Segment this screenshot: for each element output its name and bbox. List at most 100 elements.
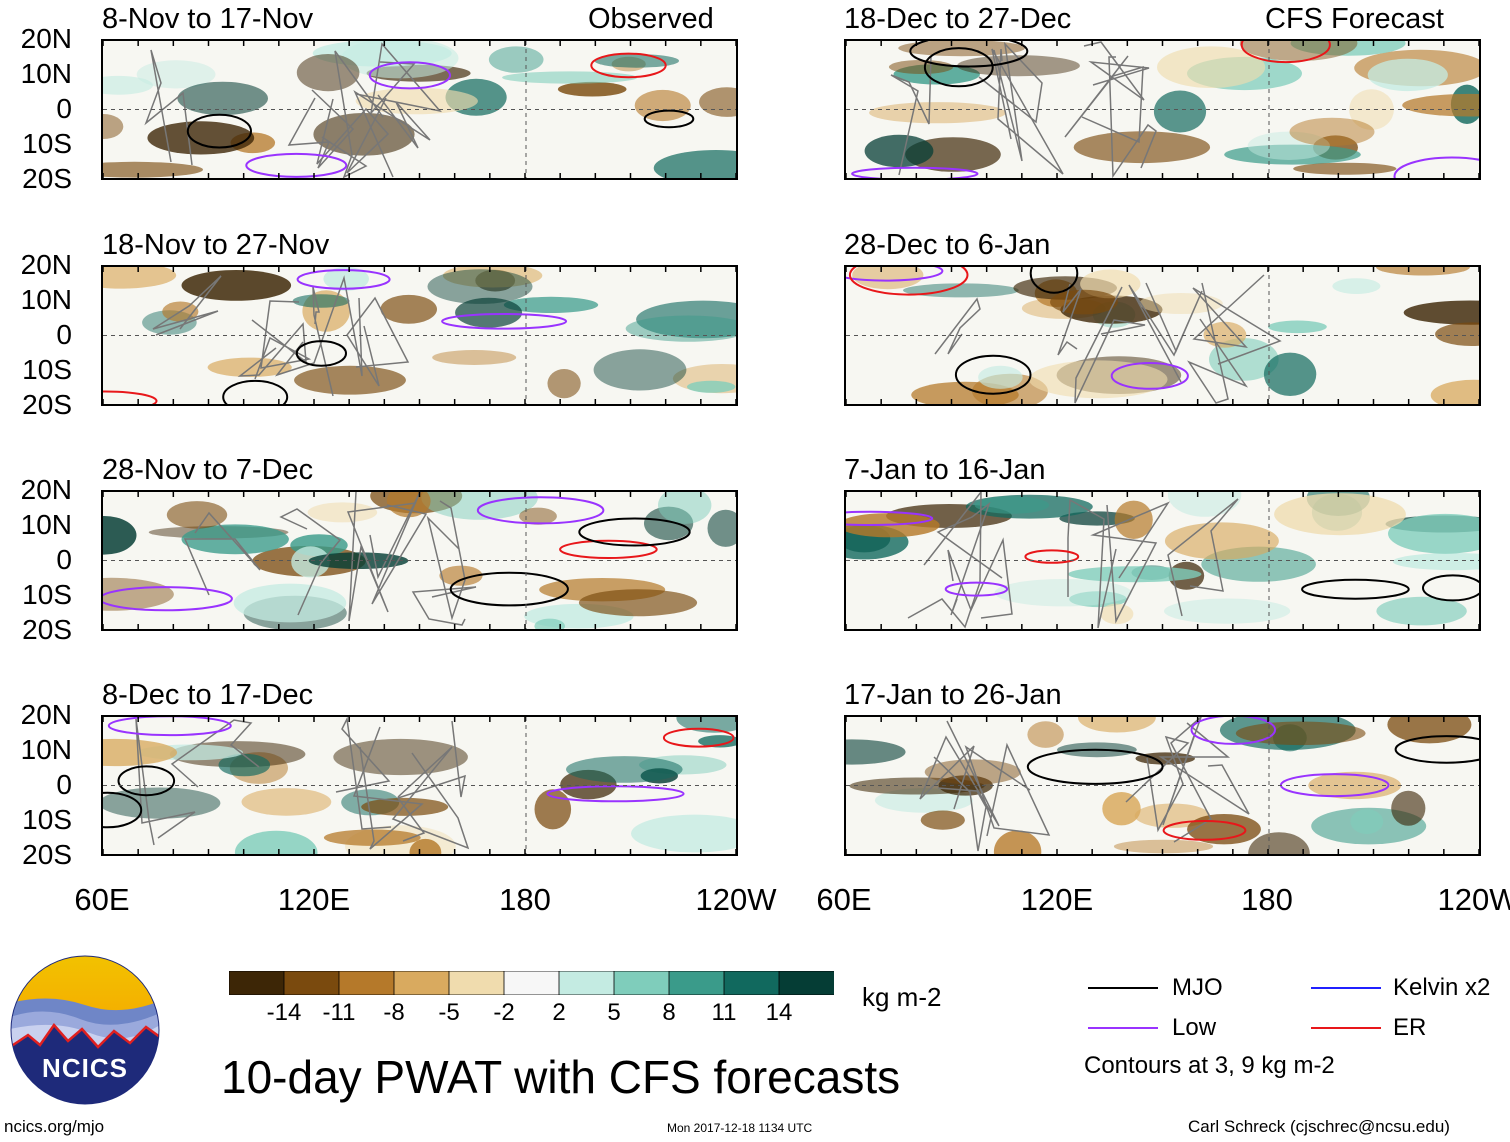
coastline (907, 492, 982, 629)
logo-graphic (10, 955, 160, 1105)
map-area (101, 715, 738, 856)
pwat-anomaly-blob (241, 788, 332, 816)
wave-contour (222, 379, 289, 404)
pwat-anomaly-blob (488, 46, 544, 73)
ncics-logo: NCICS (10, 955, 160, 1105)
x-tick-label: 120E (277, 882, 351, 917)
pwat-anomaly-blob (1157, 46, 1266, 88)
pwat-anomaly-blob (333, 738, 468, 776)
pwat-anomaly-blob (631, 814, 736, 853)
colorbar (228, 970, 835, 996)
y-tick-label: 10N (20, 509, 72, 540)
pwat-anomaly-blob (974, 496, 1050, 514)
pwat-anomaly-blob (1248, 832, 1310, 854)
coastline (279, 508, 342, 616)
wave-contour (368, 61, 451, 90)
colorbar-tick-label: 14 (765, 999, 793, 1026)
pwat-anomaly-blob (1073, 131, 1211, 164)
wave-contour (559, 539, 658, 560)
colorbar-tick-label: -5 (438, 999, 460, 1026)
coastline (170, 719, 260, 788)
coastline (369, 492, 428, 605)
map-field (103, 41, 736, 178)
pwat-anomaly-blob (1435, 322, 1479, 346)
pwat-anomaly-blob (380, 294, 438, 324)
legend-label: Low (1172, 1014, 1217, 1041)
colorbar-swatch (503, 970, 560, 996)
y-tick-label: 0 (56, 319, 72, 350)
pwat-anomaly-blob (147, 121, 255, 155)
y-tick-label: 20N (20, 699, 72, 730)
footer-author: Carl Schreck (cjschrec@ncsu.edu) (1188, 1117, 1450, 1136)
coastline (274, 275, 363, 377)
coastline (152, 275, 222, 336)
coastline (1083, 41, 1150, 101)
pwat-anomaly-blob (103, 75, 153, 95)
colorbar-tick-label: 11 (711, 999, 737, 1026)
panel-title: 18-Dec to 27-Dec (844, 3, 1072, 35)
mjo-line-icon (1088, 987, 1158, 989)
main-title: 10-day PWAT with CFS forecasts (221, 1051, 901, 1103)
wave-contour (107, 717, 232, 737)
wave-contour (944, 581, 1009, 597)
map-area (101, 265, 738, 406)
x-tick-label: 60E (816, 882, 872, 917)
pwat-anomaly-blob (519, 507, 557, 525)
pwat-anomaly-blob (699, 87, 736, 117)
y-tick-label: 10S (22, 354, 72, 385)
y-tick-label: 20S (22, 389, 72, 420)
pwat-anomaly-blob (534, 618, 565, 629)
pwat-anomaly-blob (427, 269, 533, 304)
coastline (978, 41, 1043, 162)
pwat-anomaly-blob (534, 789, 572, 830)
kelvin-line-icon (1311, 987, 1381, 989)
pwat-anomaly-blob (1164, 598, 1291, 624)
pwat-anomaly-blob (957, 55, 1080, 77)
colorbar-swatch (778, 970, 835, 996)
pwat-anomaly-blob (658, 492, 712, 524)
pwat-anomaly-blob (1274, 493, 1406, 536)
pwat-anomaly-blob (852, 267, 924, 290)
coastline (352, 726, 424, 850)
pwat-anomaly-blob (1293, 162, 1397, 175)
wave-contour (1394, 735, 1479, 764)
wave-contour (590, 52, 667, 79)
y-tick-label: 10S (22, 804, 72, 835)
map-field (103, 267, 736, 404)
panel-title: 28-Dec to 6-Jan (844, 229, 1051, 261)
pwat-anomaly-blob (994, 579, 1132, 607)
coastline (396, 720, 466, 842)
wave-contour (1110, 362, 1189, 390)
pwat-anomaly-blob (1376, 267, 1470, 276)
pwat-anomaly-blob (1392, 553, 1479, 571)
panel-title: 7-Jan to 16-Jan (844, 454, 1046, 486)
wave-contour (441, 313, 568, 330)
y-tick-label: 20S (22, 839, 72, 870)
wave-contour (1026, 748, 1164, 785)
low-line-icon (1088, 1027, 1158, 1029)
coastline (316, 97, 390, 174)
panel-title: 17-Jan to 26-Jan (844, 679, 1062, 711)
legend-label: MJO (1172, 974, 1223, 1001)
pwat-anomaly-blob (1376, 596, 1467, 626)
pwat-anomaly-blob (1203, 321, 1247, 348)
x-tick-label: 180 (1241, 882, 1293, 917)
y-tick-label: 20N (20, 474, 72, 505)
colorbar-swatch (668, 970, 725, 996)
coastline (346, 296, 410, 387)
pwat-anomaly-blob (409, 838, 442, 854)
pwat-anomaly-blob (1268, 320, 1327, 334)
map-area (844, 39, 1481, 180)
wave-contour (1301, 578, 1410, 600)
pwat-anomaly-blob (1102, 792, 1141, 826)
pwat-anomaly-blob (1388, 513, 1479, 554)
panel-title: 28-Nov to 7-Dec (102, 454, 314, 486)
wave-contour (954, 354, 1032, 395)
coastline (964, 742, 1051, 837)
cfs-forecast-label: CFS Forecast (1265, 3, 1444, 35)
colorbar-swatch (283, 970, 340, 996)
x-tick-label: 120W (695, 882, 777, 917)
pwat-anomaly-blob (1027, 721, 1064, 748)
pwat-anomaly-blob (341, 41, 459, 79)
pwat-anomaly-blob (1224, 144, 1361, 165)
